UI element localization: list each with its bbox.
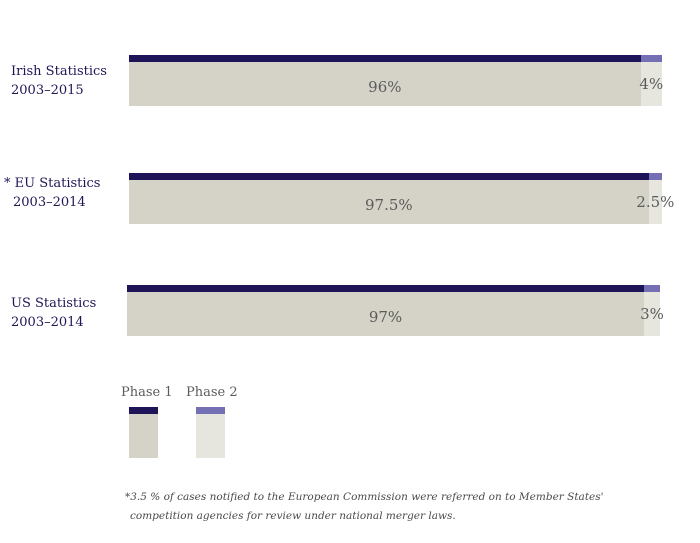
phase-2-bar-cap	[640, 55, 662, 62]
category-label: US Statistics 2003–2014	[11, 294, 96, 332]
phase-1-bar	[129, 180, 649, 224]
phase-1-bar	[129, 62, 641, 106]
footnote-line-2: competition agencies for review under na…	[130, 510, 456, 522]
legend-swatch	[129, 414, 158, 458]
category-period: 2003–2014	[13, 195, 86, 210]
phase-2-value-label: 4%	[639, 75, 664, 93]
legend-label: Phase 1	[121, 385, 173, 400]
legend-swatch	[196, 414, 225, 458]
phase-2-value-label: 3%	[640, 305, 664, 323]
phase-1-value-label: 97%	[368, 308, 403, 326]
phase-2-bar	[640, 62, 662, 106]
bar-group: 97.5% 2.5%	[129, 173, 674, 224]
bar-group: 96% 4%	[129, 55, 664, 106]
category-name: Irish Statistics	[11, 64, 107, 79]
category-label: Irish Statistics 2003–2015	[11, 62, 107, 100]
phase-2-bar	[648, 180, 662, 224]
footnote: *3.5 % of cases notified to the European…	[125, 488, 645, 526]
phase-1-bar-cap	[127, 285, 644, 292]
legend-swatch-cap	[196, 407, 225, 414]
category-period: 2003–2015	[11, 83, 84, 98]
phase-2-bar	[644, 292, 660, 336]
category-name: US Statistics	[11, 296, 97, 311]
phase-1-bar-cap	[129, 173, 649, 180]
phase-2-bar-cap	[644, 285, 660, 292]
phase-1-value-label: 96%	[368, 78, 402, 96]
category-label: * EU Statistics 2003–2014	[4, 174, 100, 212]
category-period: 2003–2014	[11, 315, 84, 330]
category-name: * EU Statistics	[4, 176, 101, 191]
phase-1-value-label: 97.5%	[365, 196, 413, 214]
legend-swatch-cap	[129, 407, 158, 414]
footnote-line-1: *3.5 % of cases notified to the European…	[125, 491, 604, 503]
phase-2-value-label: 2.5%	[636, 193, 675, 211]
phase-1-bar	[127, 292, 644, 336]
legend-label: Phase 2	[186, 385, 238, 400]
phase-2-bar-cap	[648, 173, 662, 180]
phase-1-bar-cap	[129, 55, 641, 62]
bar-group: 97% 3%	[127, 285, 664, 336]
